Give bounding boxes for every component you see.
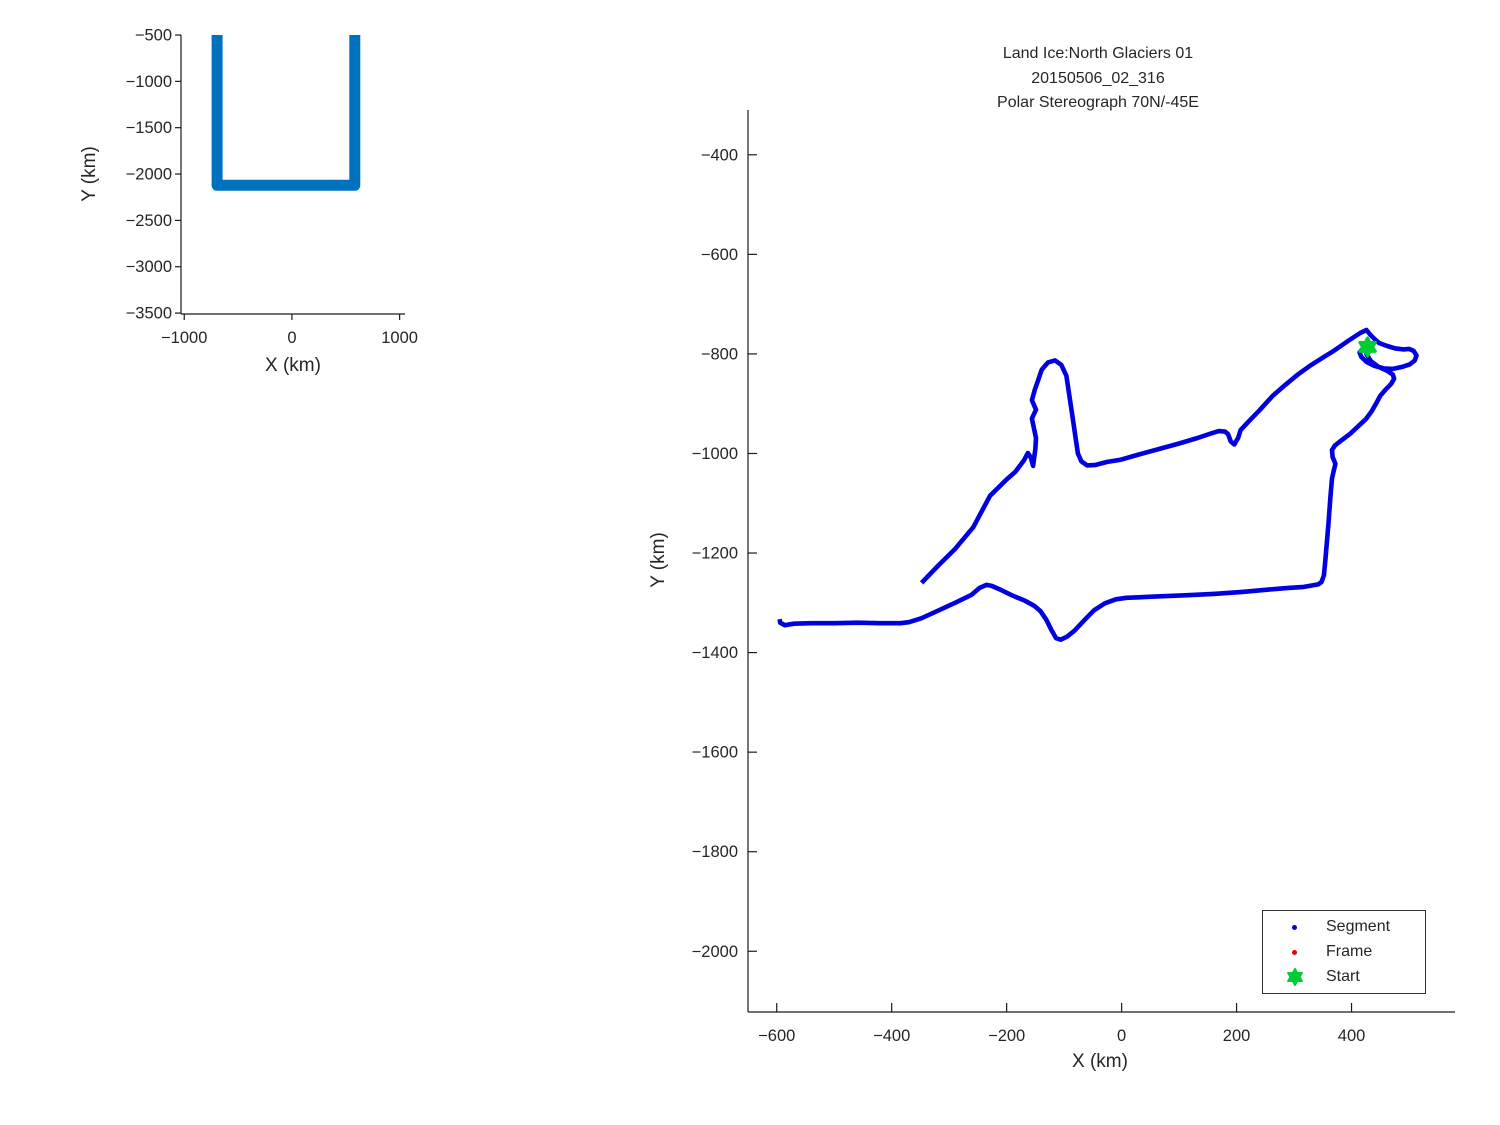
svg-text:−2000: −2000 — [692, 943, 738, 961]
svg-text:−400: −400 — [701, 146, 738, 164]
plot-title: Land Ice:North Glaciers 01 20150506_02_3… — [997, 42, 1199, 116]
svg-text:0: 0 — [1117, 1027, 1126, 1045]
svg-text:400: 400 — [1338, 1027, 1366, 1045]
overview-x-axis-label: X (km) — [265, 355, 321, 376]
plot-title-line1: Land Ice:North Glaciers 01 — [1002, 45, 1194, 62]
svg-text:−2000: −2000 — [126, 166, 172, 184]
svg-text:−1500: −1500 — [126, 119, 172, 137]
overview-plot: −1000 0 1000 −500 −1000 −1500 −2000 −2500 −3000 −… — [126, 27, 418, 348]
svg-text:−2500: −2500 — [126, 212, 172, 230]
legend-item-segment: Segment — [1263, 915, 1425, 940]
svg-text:−1800: −1800 — [692, 843, 738, 861]
svg-text:−3000: −3000 — [126, 258, 172, 276]
svg-text:−600: −600 — [701, 246, 738, 264]
detail-x-axis-label: X (km) — [1072, 1051, 1128, 1072]
svg-text:−1000: −1000 — [692, 445, 738, 463]
svg-text:−1200: −1200 — [692, 545, 738, 563]
legend: Segment Frame Start — [1262, 910, 1426, 994]
frame-dot-icon — [1263, 949, 1326, 955]
trajectory-plot: −600 −400 −200 0 200 400−400−600−800−1000−120… — [692, 110, 1455, 1045]
legend-item-frame: Frame — [1263, 940, 1425, 965]
legend-label-frame: Frame — [1326, 943, 1373, 960]
svg-text:200: 200 — [1223, 1027, 1251, 1045]
svg-text:−1400: −1400 — [692, 644, 738, 662]
svg-text:−1600: −1600 — [692, 744, 738, 762]
start-hexagram-icon — [1263, 968, 1326, 986]
svg-text:−3500: −3500 — [126, 305, 172, 323]
svg-text:−200: −200 — [988, 1027, 1025, 1045]
detail-y-axis-label: Y (km) — [648, 532, 669, 588]
svg-text:−400: −400 — [873, 1027, 910, 1045]
plot-title-line2: 20150506_02_316 — [1031, 69, 1165, 87]
svg-text:−500: −500 — [135, 27, 172, 45]
svg-text:1000: 1000 — [381, 329, 418, 347]
svg-text:−1000: −1000 — [161, 329, 207, 347]
legend-item-start: Start — [1263, 965, 1425, 990]
plot-title-line3: Polar Stereograph 70N/-45E — [997, 94, 1199, 111]
legend-label-segment: Segment — [1326, 918, 1391, 935]
legend-label-start: Start — [1326, 968, 1360, 985]
svg-text:−600: −600 — [758, 1027, 795, 1045]
svg-text:0: 0 — [287, 329, 296, 347]
svg-text:−800: −800 — [701, 345, 738, 363]
svg-text:−1000: −1000 — [126, 73, 172, 91]
overview-y-axis-label: Y (km) — [79, 146, 100, 202]
segment-dot-icon — [1263, 924, 1326, 930]
